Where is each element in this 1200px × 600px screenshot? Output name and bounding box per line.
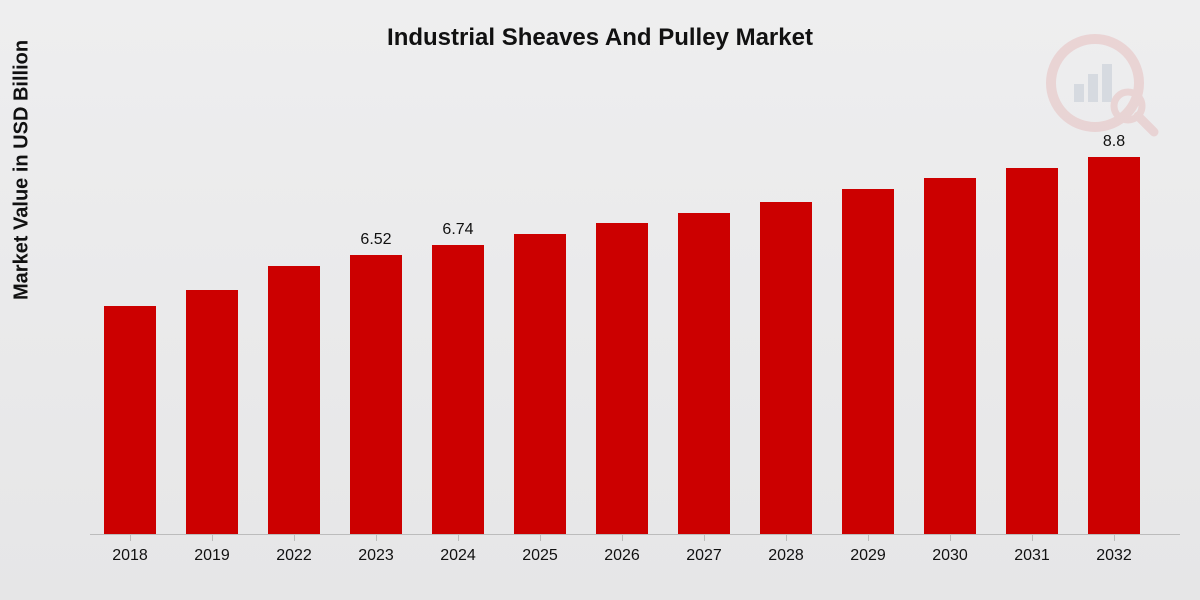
x-tickmark: [130, 535, 131, 541]
bar: [760, 202, 812, 534]
x-tick-label: 2023: [350, 547, 402, 565]
x-tick-label: 2028: [760, 547, 812, 565]
x-tickmark: [212, 535, 213, 541]
x-tick-label: 2022: [268, 547, 320, 565]
x-tick-label: 2032: [1088, 547, 1140, 565]
x-tick-label: 2029: [842, 547, 894, 565]
x-tick-label: 2024: [432, 547, 484, 565]
x-tick-label: 2019: [186, 547, 238, 565]
x-tickmark: [458, 535, 459, 541]
bar-value-label: 8.8: [1103, 133, 1125, 151]
x-tickmark: [868, 535, 869, 541]
bar: [514, 234, 566, 534]
plot-area: 6.52 6.74 8.8: [90, 85, 1180, 535]
bar: [924, 178, 976, 534]
bar: [104, 306, 156, 534]
chart-title: Industrial Sheaves And Pulley Market: [0, 24, 1200, 52]
bar-value-label: 6.74: [442, 221, 473, 239]
bar: [842, 189, 894, 534]
bar: [678, 213, 730, 534]
x-tickmark: [294, 535, 295, 541]
bar: [186, 290, 238, 534]
bar: 6.52: [350, 255, 402, 534]
x-tickmark: [376, 535, 377, 541]
x-tickmark: [1114, 535, 1115, 541]
x-tick-label: 2027: [678, 547, 730, 565]
bar: [596, 223, 648, 534]
x-tickmark: [540, 535, 541, 541]
x-tick-label: 2018: [104, 547, 156, 565]
x-axis-ticks: 2018 2019 2022 2023 2024 2025 2026 2027 2028 2029…: [90, 535, 1180, 575]
bar: 6.74: [432, 245, 484, 534]
x-tick-label: 2026: [596, 547, 648, 565]
x-tick-label: 2030: [924, 547, 976, 565]
bar: 8.8: [1088, 157, 1140, 534]
bar: [1006, 168, 1058, 534]
x-tickmark: [1032, 535, 1033, 541]
x-tickmark: [786, 535, 787, 541]
x-tickmark: [704, 535, 705, 541]
x-tick-label: 2031: [1006, 547, 1058, 565]
x-tick-label: 2025: [514, 547, 566, 565]
x-tickmark: [622, 535, 623, 541]
bar-value-label: 6.52: [360, 231, 391, 249]
x-tickmark: [950, 535, 951, 541]
bar: [268, 266, 320, 534]
y-axis-label: Market Value in USD Billion: [11, 40, 34, 300]
